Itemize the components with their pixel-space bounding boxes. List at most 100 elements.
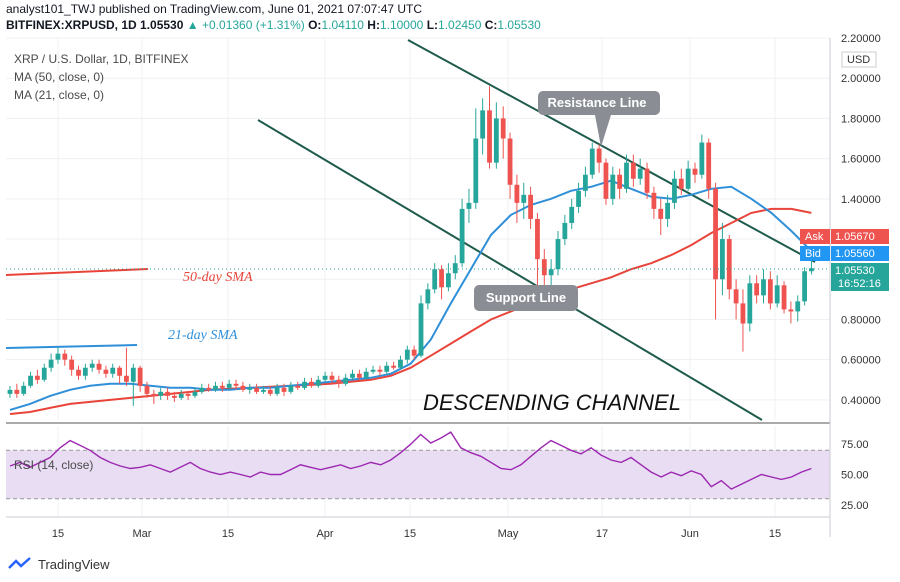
candle (41, 367, 47, 380)
candle (151, 393, 157, 396)
price-tick: 1.40000 (841, 194, 881, 206)
candle (692, 168, 698, 175)
candle (62, 353, 68, 360)
candle (384, 365, 390, 372)
price-tick: 0.40000 (841, 395, 881, 407)
last-price-axis: 1.05530 (835, 265, 875, 277)
support-callout (474, 285, 578, 311)
candle (781, 285, 787, 310)
candle (240, 385, 246, 390)
candle (261, 389, 266, 392)
high-label: H: (367, 18, 380, 32)
candle (343, 377, 349, 384)
candle (55, 353, 61, 360)
candle (315, 379, 321, 386)
candle (446, 273, 451, 288)
candle (500, 118, 506, 139)
candle (69, 359, 75, 370)
candle (213, 385, 218, 390)
candle (541, 259, 547, 276)
candle (767, 279, 773, 304)
candle (685, 168, 691, 189)
rsi-band (6, 450, 830, 499)
candle (528, 194, 533, 219)
time-tick: 15 (404, 528, 416, 540)
candle (192, 391, 198, 396)
publisher-line: analyst101_TWJ published on TradingView.… (6, 2, 423, 16)
rsi-tick: 50.00 (841, 470, 869, 482)
candle (96, 363, 102, 370)
ma50-extension (5, 268, 149, 276)
price-unit: USD (847, 54, 870, 66)
candle (14, 389, 20, 394)
candle (82, 367, 88, 376)
channel-label: DESCENDING CHANNEL (423, 390, 681, 415)
candle (630, 162, 636, 179)
candle (281, 387, 287, 392)
open-label: O: (308, 18, 322, 32)
rsi-tick: 25.00 (841, 500, 869, 512)
candle (548, 269, 554, 276)
change: +0.01360 (+1.31%) (202, 18, 305, 32)
candle (610, 174, 616, 199)
candle (425, 289, 431, 304)
candle (178, 393, 184, 398)
ask-price: 1.05670 (835, 231, 875, 243)
candle (288, 385, 294, 392)
candle (603, 162, 609, 199)
candle (110, 367, 116, 374)
candle (733, 289, 739, 304)
ask-price-tag (831, 229, 889, 244)
candle (76, 369, 81, 376)
candle (363, 371, 369, 378)
candle (726, 239, 732, 290)
candle (21, 385, 27, 394)
rsi-line (9, 431, 812, 490)
open-value: 1.04110 (321, 18, 364, 32)
candle (158, 391, 164, 396)
candle (507, 138, 513, 185)
resistance-label: Resistance Line (548, 95, 647, 110)
time-tick: Mar (133, 528, 152, 540)
candle (267, 389, 273, 394)
candle (521, 194, 527, 203)
tradingview-logo-icon (8, 557, 31, 569)
candle (199, 387, 205, 392)
bid-price-tag (831, 246, 889, 261)
candle (439, 269, 444, 288)
legend-title: XRP / U.S. Dollar, 1D, BITFINEX (14, 52, 189, 66)
candle (103, 369, 109, 374)
ma21-line (9, 179, 813, 411)
candle (624, 162, 629, 189)
bid-label: Bid (805, 248, 821, 260)
candle (473, 138, 479, 203)
candle (589, 148, 595, 175)
up-arrow-icon: ▲ (186, 18, 199, 32)
candle (309, 381, 314, 386)
candle (706, 142, 712, 189)
candle (370, 369, 376, 372)
candle (651, 192, 657, 209)
price-tick: 2.20000 (841, 33, 881, 45)
candle (377, 369, 383, 372)
candle (658, 208, 664, 219)
ohlc-line: BITFINEX:XRPUSD, 1D 1.05530 ▲ +0.01360 (… (6, 18, 541, 32)
candle (391, 365, 396, 368)
last-price: 1.05530 (140, 18, 184, 32)
tradingview-brand[interactable]: TradingView (8, 556, 110, 572)
time-tick: Jun (681, 528, 699, 540)
candle (185, 393, 191, 396)
candle (809, 268, 814, 272)
candle (678, 178, 684, 189)
candle (596, 148, 602, 163)
candle (493, 118, 499, 163)
candle (713, 188, 718, 280)
candle (795, 301, 801, 312)
candle (617, 174, 623, 189)
candle (747, 283, 753, 324)
candle (514, 184, 520, 203)
ma50-line (9, 207, 812, 415)
candle (398, 359, 403, 368)
legend-rsi: RSI (14, close) (14, 458, 94, 472)
